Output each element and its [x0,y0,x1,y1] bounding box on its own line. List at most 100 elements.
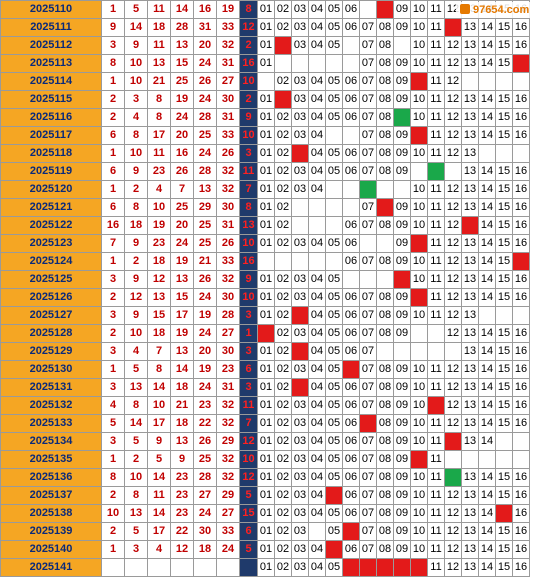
issue-number: 2025125 [0,270,102,289]
distribution-cell [291,54,309,73]
red-ball-number: 15 [147,306,171,325]
distribution-cell: 16 [512,36,530,55]
hit-cell-red [342,360,360,379]
distribution-cell [410,162,428,181]
distribution-cell [512,306,530,325]
distribution-cell: 14 [478,504,496,523]
distribution-cell: 02 [274,396,292,415]
hit-cell-green [427,162,445,181]
distribution-cell: 10 [410,108,428,127]
red-ball-number: 1 [101,252,125,271]
distribution-cell: 02 [274,486,292,505]
distribution-cell: 10 [410,0,428,19]
hit-cell-red [274,36,292,55]
distribution-cell: 13 [461,162,479,181]
red-ball-number: 30 [193,522,217,541]
hit-cell-red [359,558,377,577]
distribution-cell: 04 [308,378,326,397]
distribution-cell [461,450,479,469]
distribution-cell [342,180,360,199]
distribution-cell: 03 [291,558,309,577]
red-ball-number: 30 [216,342,240,361]
distribution-cell: 14 [478,234,496,253]
distribution-cell: 13 [461,360,479,379]
red-ball-number: 33 [216,126,240,145]
red-ball-number: 19 [170,324,194,343]
distribution-cell: 08 [376,18,394,37]
blue-ball-number: 12 [239,18,258,37]
issue-number: 2025111 [0,18,102,37]
hit-cell-red [376,0,394,19]
blue-ball-number: 9 [239,270,258,289]
distribution-cell: 16 [512,108,530,127]
distribution-cell: 06 [342,252,360,271]
blue-ball-number: 12 [239,468,258,487]
distribution-cell: 09 [393,522,411,541]
red-ball-number: 14 [170,360,194,379]
red-ball-number: 11 [147,36,171,55]
distribution-cell: 07 [359,432,377,451]
distribution-cell: 08 [376,216,394,235]
red-ball-number: 14 [124,414,148,433]
red-ball-number: 1 [101,0,125,19]
distribution-cell: 06 [342,216,360,235]
distribution-cell [495,144,513,163]
draw-row: 2025128 2 10 18 19 24 27 1 02 03 04 05 06 07 08 09 12 13 1… [0,324,530,343]
distribution-cell: 04 [308,360,326,379]
draw-row: 2025131 3 13 14 18 24 31 3 01 02 04 05 06 07 08 09 10 11 1… [0,378,530,397]
red-ball-number: 19 [193,306,217,325]
distribution-cell: 08 [376,162,394,181]
distribution-cell: 03 [291,126,309,145]
red-ball-number: 7 [101,234,125,253]
hit-cell-red [512,252,530,271]
distribution-cell: 02 [274,198,292,217]
distribution-cell: 02 [274,234,292,253]
hit-cell-green [393,108,411,127]
distribution-cell: 11 [427,36,445,55]
distribution-cell: 14 [478,216,496,235]
issue-number: 2025117 [0,126,102,145]
distribution-cell: 06 [342,468,360,487]
distribution-cell: 10 [410,90,428,109]
red-ball-number: 23 [147,234,171,253]
distribution-cell: 13 [461,252,479,271]
red-ball-number: 31 [216,216,240,235]
distribution-cell: 05 [325,504,343,523]
distribution-cell: 14 [478,126,496,145]
distribution-cell: 06 [342,414,360,433]
distribution-cell: 09 [393,72,411,91]
distribution-cell: 03 [291,324,309,343]
distribution-cell: 04 [308,432,326,451]
distribution-cell: 13 [461,126,479,145]
distribution-cell: 15 [495,180,513,199]
red-ball-number: 11 [147,144,171,163]
distribution-cell: 09 [393,468,411,487]
distribution-cell: 06 [342,90,360,109]
distribution-cell: 11 [427,252,445,271]
distribution-cell: 04 [308,324,326,343]
red-ball-number: 12 [170,540,194,559]
distribution-cell: 05 [325,342,343,361]
distribution-cell: 01 [257,216,275,235]
red-ball-number: 29 [216,432,240,451]
distribution-cell: 05 [325,522,343,541]
distribution-cell: 03 [291,72,309,91]
distribution-cell: 07 [359,306,377,325]
distribution-cell: 09 [393,198,411,217]
distribution-cell: 01 [257,0,275,19]
issue-number: 2025134 [0,432,102,451]
distribution-cell: 09 [393,54,411,73]
red-ball-number: 19 [147,216,171,235]
red-ball-number: 27 [193,486,217,505]
distribution-cell: 02 [274,0,292,19]
distribution-cell: 14 [478,414,496,433]
red-ball-number: 5 [101,414,125,433]
draw-row: 2025118 1 10 11 16 24 26 3 01 02 04 05 06 07 08 09 10 11 1… [0,144,530,163]
blue-ball-number: 2 [239,90,258,109]
red-ball-number: 13 [147,288,171,307]
distribution-cell: 02 [274,180,292,199]
distribution-cell: 15 [495,126,513,145]
distribution-cell: 11 [427,360,445,379]
red-ball-number: 13 [170,270,194,289]
watermark-text: 97654.com [473,4,530,16]
